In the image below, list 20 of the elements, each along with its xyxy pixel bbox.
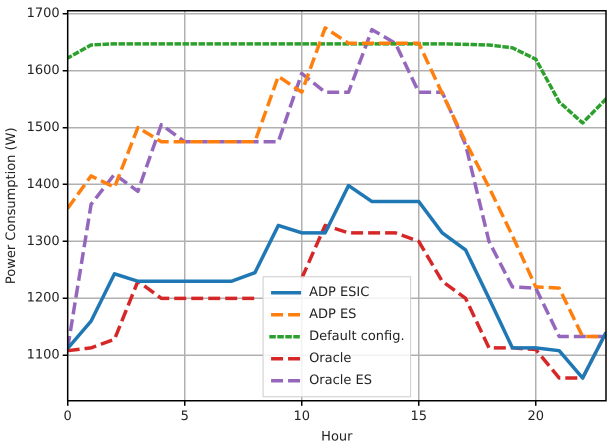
x-axis-title: Hour	[321, 430, 354, 445]
x-tick-label: 5	[180, 408, 189, 424]
y-tick-label: 1100	[26, 348, 60, 363]
legend-label: Oracle ES	[309, 373, 372, 388]
legend-label: ADP ESIC	[309, 285, 370, 300]
y-axis-title: Power Consumption (W)	[4, 127, 20, 284]
x-tick-label: 20	[528, 408, 544, 424]
y-tick-label: 1200	[26, 290, 60, 306]
x-tick-label: 10	[293, 408, 310, 424]
legend-label: ADP ES	[309, 307, 356, 322]
legend-label: Oracle	[309, 351, 352, 366]
y-tick-label: 1300	[26, 234, 60, 249]
y-tick-label: 1600	[26, 62, 60, 78]
x-tick-label: 15	[410, 408, 428, 424]
y-tick-label: 1400	[26, 176, 60, 192]
x-tick-label: 0	[64, 408, 72, 424]
legend-label: Default config.	[309, 329, 405, 344]
line-series	[68, 42, 606, 125]
y-tick-label: 1700	[26, 6, 60, 22]
y-tick-label: 1500	[26, 120, 60, 135]
